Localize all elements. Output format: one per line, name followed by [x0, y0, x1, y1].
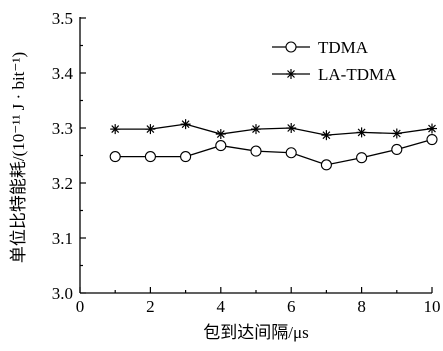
data-point: [391, 143, 403, 155]
x-tick-label: 2: [146, 297, 155, 316]
data-point: [145, 124, 156, 135]
y-tick-label: 3.5: [52, 9, 73, 28]
series-layer: [109, 119, 438, 171]
data-point: [180, 119, 191, 130]
x-tick-label: 6: [287, 297, 296, 316]
data-point: [320, 159, 332, 171]
y-tick-label: 3.0: [52, 284, 73, 303]
ticks: 0 2 4 6 8 10 3.0 3.1 3.2 3.3 3.4 3.5: [52, 9, 441, 316]
x-tick-label: 10: [424, 297, 441, 316]
x-tick-label: 8: [357, 297, 366, 316]
y-tick-label: 3.1: [52, 229, 73, 248]
legend: TDMA LA-TDMA: [272, 38, 397, 84]
legend-marker-star: [286, 69, 296, 79]
data-point: [215, 140, 227, 152]
data-point: [144, 151, 156, 163]
data-point: [427, 123, 437, 134]
data-point: [285, 147, 297, 159]
legend-entry: TDMA: [272, 38, 369, 57]
data-point: [356, 127, 367, 138]
series-la-tdma: [110, 119, 437, 141]
series-line-la-tdma: [115, 123, 433, 136]
legend-marker-circle: [285, 41, 297, 53]
x-tick-label: 4: [217, 297, 226, 316]
x-axis-title: 包到达间隔/μs: [203, 323, 308, 342]
data-point: [391, 128, 402, 139]
data-point: [356, 152, 368, 164]
data-point: [215, 129, 226, 140]
data-point: [251, 124, 261, 135]
data-point: [110, 124, 121, 135]
data-point: [286, 123, 297, 133]
series-line-tdma: [115, 138, 433, 166]
data-point: [109, 151, 121, 163]
legend-label: LA-TDMA: [318, 65, 397, 84]
y-axis-title: 单位比特能耗/(10⁻¹¹ J · bit⁻¹): [9, 52, 28, 263]
legend-label: TDMA: [318, 38, 369, 57]
legend-entry: LA-TDMA: [272, 65, 397, 84]
y-tick-label: 3.4: [52, 64, 74, 83]
data-point: [321, 130, 332, 141]
data-point: [180, 151, 192, 163]
x-tick-label: 0: [76, 297, 85, 316]
data-point: [250, 145, 262, 157]
series-tdma: [109, 134, 438, 171]
y-tick-label: 3.2: [52, 174, 73, 193]
data-point: [426, 134, 438, 146]
y-tick-label: 3.3: [52, 119, 73, 138]
